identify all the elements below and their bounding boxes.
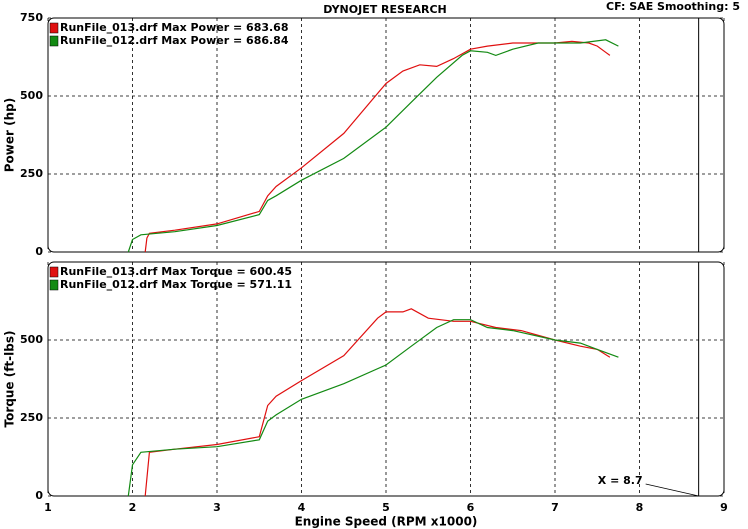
x-tick-label: 8: [636, 501, 644, 514]
x-tick-label: 1: [44, 501, 52, 514]
y-tick-label: 0: [35, 489, 43, 502]
y-tick-label: 0: [35, 245, 43, 258]
x-tick-label: 9: [720, 501, 728, 514]
y-tick-label: 750: [20, 11, 43, 24]
x-tick-label: 2: [129, 501, 137, 514]
legend-label: RunFile_012.drf Max Power = 686.84: [60, 34, 289, 47]
series-line: [127, 319, 619, 497]
y-tick-label: 250: [20, 167, 43, 180]
cursor-leader: [645, 483, 699, 497]
cursor-label: X = 8.7: [598, 474, 643, 487]
series-line: [144, 40, 611, 253]
legend-swatch: [49, 266, 59, 278]
chart-title: DYNOJET RESEARCH: [323, 3, 446, 16]
x-tick-label: 5: [382, 501, 390, 514]
y-axis-label: Power (hp): [3, 98, 17, 172]
x-tick-label: 7: [551, 501, 559, 514]
settings-info: CF: SAE Smoothing: 5: [606, 0, 740, 13]
y-tick-label: 500: [20, 333, 43, 346]
y-tick-label: 250: [20, 411, 43, 424]
x-tick-label: 4: [298, 501, 306, 514]
legend-label: RunFile_012.drf Max Torque = 571.11: [60, 278, 292, 291]
x-tick-label: 6: [467, 501, 475, 514]
series-line: [127, 39, 619, 253]
series-line: [144, 308, 611, 497]
legend-swatch: [49, 279, 59, 291]
y-axis-label: Torque (ft-lbs): [3, 331, 17, 428]
legend-swatch: [49, 22, 59, 34]
x-axis-label: Engine Speed (RPM x1000): [295, 515, 478, 529]
legend-label: RunFile_013.drf Max Torque = 600.45: [60, 265, 292, 278]
legend-label: RunFile_013.drf Max Power = 683.68: [60, 21, 289, 34]
legend-swatch: [49, 35, 59, 47]
x-tick-label: 3: [213, 501, 221, 514]
y-tick-label: 500: [20, 89, 43, 102]
